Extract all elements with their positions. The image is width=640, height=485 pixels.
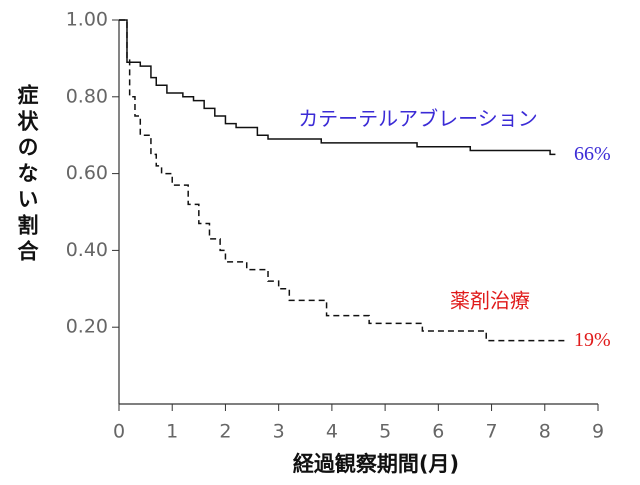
end-label: 19% bbox=[574, 329, 611, 351]
x-tick-label: 1 bbox=[166, 421, 178, 443]
x-tick-label: 9 bbox=[592, 421, 604, 443]
y-tick-label: 0.40 bbox=[66, 239, 108, 261]
x-tick-label: 2 bbox=[219, 421, 231, 443]
y-axis-label: 症状のない割合 bbox=[15, 83, 39, 266]
x-tick-label: 6 bbox=[432, 421, 444, 443]
survival-line bbox=[119, 19, 567, 342]
x-tick-label: 4 bbox=[326, 421, 338, 443]
x-tick-label: 8 bbox=[539, 421, 551, 443]
y-tick-label: 0.20 bbox=[66, 316, 108, 338]
series-label: カテーテルアブレーション bbox=[298, 107, 538, 131]
survival-line bbox=[119, 19, 556, 156]
x-axis-label: 経過観察期間(月) bbox=[293, 452, 459, 476]
series-label: 薬剤治療 bbox=[450, 289, 530, 313]
y-tick-label: 0.60 bbox=[66, 162, 108, 184]
x-tick-label: 5 bbox=[379, 421, 391, 443]
y-tick-label: 1.00 bbox=[66, 9, 108, 31]
x-tick-label: 0 bbox=[113, 421, 125, 443]
x-tick-label: 7 bbox=[486, 421, 498, 443]
end-label: 66% bbox=[574, 143, 611, 165]
y-tick-label: 0.80 bbox=[66, 85, 108, 107]
x-tick-label: 3 bbox=[273, 421, 285, 443]
